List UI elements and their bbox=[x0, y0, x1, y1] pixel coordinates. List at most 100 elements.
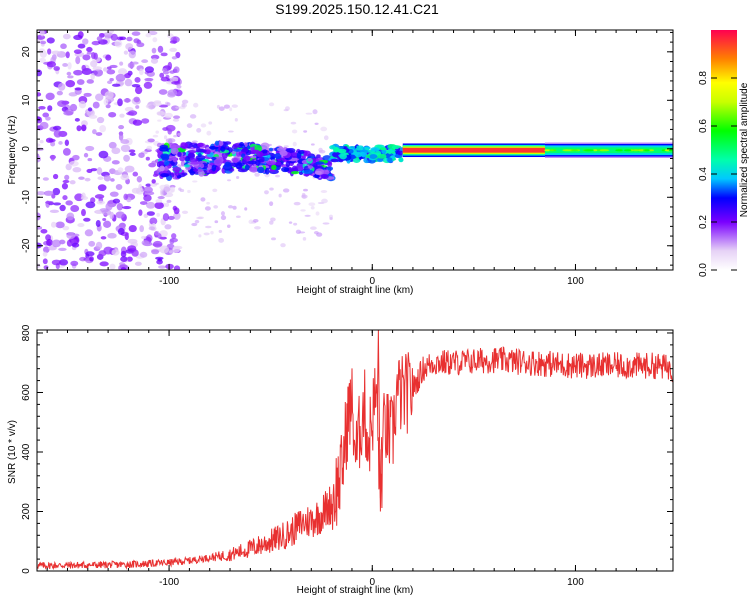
heat-blob bbox=[232, 148, 243, 152]
heat-blob bbox=[218, 237, 225, 243]
heat-blob bbox=[236, 176, 240, 180]
heat-blob bbox=[171, 80, 181, 85]
heat-blob bbox=[136, 175, 143, 183]
heat-blob bbox=[166, 102, 171, 107]
heat-blob bbox=[120, 174, 130, 181]
heat-blob bbox=[77, 31, 84, 39]
heat-blob bbox=[55, 221, 65, 229]
heat-blob bbox=[173, 265, 181, 270]
heat-blob bbox=[128, 149, 136, 153]
heat-blob bbox=[64, 139, 70, 147]
heat-blob bbox=[59, 204, 66, 212]
heat-blob bbox=[301, 154, 306, 160]
heat-blob bbox=[140, 235, 147, 240]
heat-blob bbox=[292, 141, 297, 147]
heat-blob bbox=[376, 158, 384, 163]
heat-blob bbox=[329, 145, 336, 150]
x-tick-label: -100 bbox=[159, 577, 179, 588]
heat-blob bbox=[134, 86, 143, 95]
heat-blob bbox=[77, 223, 85, 228]
heat-blob bbox=[80, 124, 87, 132]
x-tick-label: 0 bbox=[369, 276, 375, 287]
heat-blob bbox=[131, 187, 141, 194]
colorbar-tick-label: 0.6 bbox=[698, 119, 709, 133]
heat-blob bbox=[330, 158, 339, 163]
heat-blob bbox=[592, 149, 598, 152]
heat-blob bbox=[157, 45, 164, 53]
heat-blob bbox=[43, 265, 49, 270]
heat-blob bbox=[108, 141, 117, 149]
heat-blob bbox=[107, 80, 113, 85]
heat-blob bbox=[110, 178, 115, 182]
heat-blob bbox=[280, 243, 286, 248]
heat-blob bbox=[123, 193, 129, 201]
y-tick-label: -10 bbox=[21, 190, 32, 205]
heat-blob bbox=[194, 219, 200, 224]
heat-blob bbox=[327, 160, 333, 167]
heat-blob bbox=[254, 172, 260, 177]
heat-blob bbox=[281, 166, 290, 173]
heat-blob bbox=[62, 195, 68, 201]
y-tick-label: 600 bbox=[21, 384, 32, 401]
x-tick-label: 0 bbox=[369, 577, 375, 588]
heat-blob bbox=[192, 180, 198, 183]
heat-blob bbox=[141, 240, 150, 246]
heat-blob bbox=[290, 170, 300, 175]
heat-blob bbox=[70, 204, 80, 213]
heat-blob bbox=[303, 169, 314, 175]
heat-blob bbox=[210, 230, 214, 235]
heat-blob bbox=[181, 99, 189, 104]
heat-blob bbox=[116, 202, 124, 211]
heat-blob bbox=[283, 109, 289, 112]
heat-blob bbox=[248, 219, 254, 224]
heat-blob bbox=[275, 161, 282, 166]
heat-blob bbox=[60, 43, 67, 50]
heat-blob bbox=[229, 107, 233, 112]
heat-blob bbox=[152, 37, 158, 43]
heat-blob bbox=[51, 239, 62, 248]
heat-blob bbox=[138, 152, 145, 158]
heat-blob bbox=[220, 146, 226, 152]
heat-blob bbox=[167, 128, 172, 135]
heat-blob bbox=[199, 163, 205, 169]
heat-blob bbox=[293, 222, 298, 226]
heat-blob bbox=[214, 220, 219, 224]
heat-blob bbox=[163, 135, 168, 140]
heat-blob bbox=[120, 250, 127, 258]
heat-blob bbox=[96, 167, 103, 175]
heat-blob bbox=[42, 112, 50, 118]
y-tick-label: 20 bbox=[21, 46, 32, 58]
heat-blob bbox=[158, 265, 167, 269]
heat-blob bbox=[205, 225, 212, 229]
heat-blob bbox=[648, 149, 655, 152]
heat-blob bbox=[109, 263, 116, 270]
heat-blob bbox=[203, 232, 210, 236]
heat-blob bbox=[262, 149, 268, 154]
heat-blob bbox=[161, 154, 170, 161]
heat-blob bbox=[74, 117, 80, 122]
heat-blob bbox=[237, 162, 245, 167]
heat-blob bbox=[177, 132, 182, 136]
heat-blob bbox=[250, 155, 257, 159]
heat-blob bbox=[160, 52, 168, 57]
heat-blob bbox=[107, 200, 114, 205]
heat-blob bbox=[124, 165, 135, 173]
heat-blob bbox=[138, 209, 143, 216]
heat-blob bbox=[65, 51, 70, 59]
heat-blob bbox=[152, 240, 163, 248]
heat-blob bbox=[67, 62, 72, 70]
heat-blob bbox=[180, 142, 188, 150]
heat-blob bbox=[270, 217, 276, 222]
heat-blob bbox=[568, 149, 579, 152]
heat-blob bbox=[83, 217, 91, 222]
heat-blob bbox=[131, 31, 141, 36]
heat-blob bbox=[369, 154, 378, 160]
heat-blob bbox=[63, 110, 74, 116]
spectrogram-ylabel: Frequency (Hz) bbox=[7, 116, 18, 185]
heat-blob bbox=[162, 70, 170, 75]
heat-blob bbox=[154, 230, 160, 236]
heat-blob bbox=[213, 158, 223, 166]
heat-blob bbox=[172, 118, 180, 122]
heat-blob bbox=[187, 189, 191, 194]
heat-blob bbox=[109, 64, 118, 69]
